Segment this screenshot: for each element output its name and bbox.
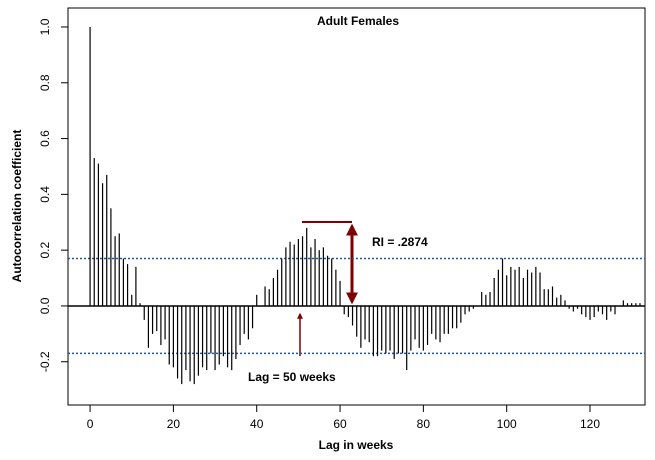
y-tick-label: 0.6: [38, 130, 52, 147]
annotation: RI = .2874: [372, 235, 428, 249]
x-tick-label: 60: [333, 417, 347, 431]
x-tick-label: 20: [167, 417, 181, 431]
y-tick-label: 0.8: [38, 74, 52, 91]
plot-frame: [67, 7, 646, 406]
x-axis-label: Lag in weeks: [319, 438, 394, 452]
x-tick-label: 80: [417, 417, 431, 431]
annotation: Lag = 50 weeks: [248, 370, 336, 384]
y-tick-label: 0.0: [38, 297, 52, 314]
x-tick-label: 0: [87, 417, 94, 431]
x-tick-label: 100: [497, 417, 517, 431]
y-tick-label: 0.4: [38, 186, 52, 203]
y-tick-label: 1.0: [38, 18, 52, 35]
y-axis-label: Autocorrelation coefficient: [10, 130, 24, 283]
chart-title: Adult Females: [317, 14, 399, 28]
y-tick-label: -0.2: [38, 351, 52, 372]
y-tick-label: 0.2: [38, 241, 52, 258]
x-tick-label: 120: [580, 417, 600, 431]
x-tick-label: 40: [250, 417, 264, 431]
